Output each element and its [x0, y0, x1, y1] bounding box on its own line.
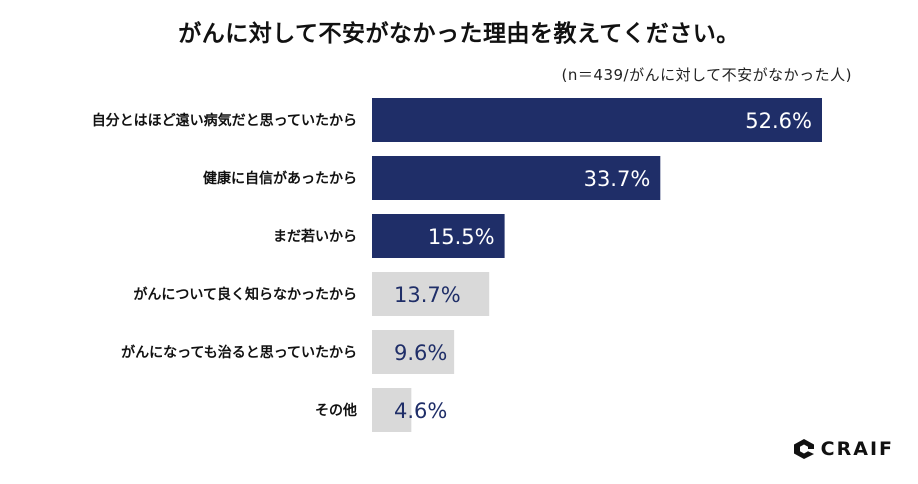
category-label: その他 [315, 402, 357, 419]
category-label: まだ若いから [273, 228, 357, 245]
value-label: 13.7% [394, 283, 461, 307]
bar [372, 98, 822, 142]
bar [372, 272, 490, 316]
bar [372, 214, 505, 258]
category-label: 健康に自信があったから [203, 170, 357, 187]
chart-subtitle: (n＝439/がんに対して不安がなかった人) [561, 66, 852, 84]
category-label: 自分とはほど遠い病気だと思っていたから [92, 112, 357, 129]
bar [372, 330, 455, 374]
craif-logo-icon [793, 439, 814, 459]
category-label: がんについて良く知らなかったから [133, 286, 357, 303]
brand-name: CRAIF [820, 438, 894, 460]
chart-title: がんに対して不安がなかった理由を教えてください。 [178, 21, 740, 47]
value-label: 33.7% [584, 167, 651, 191]
brand-logo: CRAIF [793, 436, 894, 462]
value-label: 4.6% [394, 399, 447, 423]
bar [372, 156, 661, 200]
value-label: 9.6% [394, 341, 447, 365]
value-label: 15.5% [428, 225, 495, 249]
bar [372, 388, 412, 432]
value-label: 52.6% [745, 109, 812, 133]
category-label: がんになっても治ると思っていたから [121, 344, 357, 361]
